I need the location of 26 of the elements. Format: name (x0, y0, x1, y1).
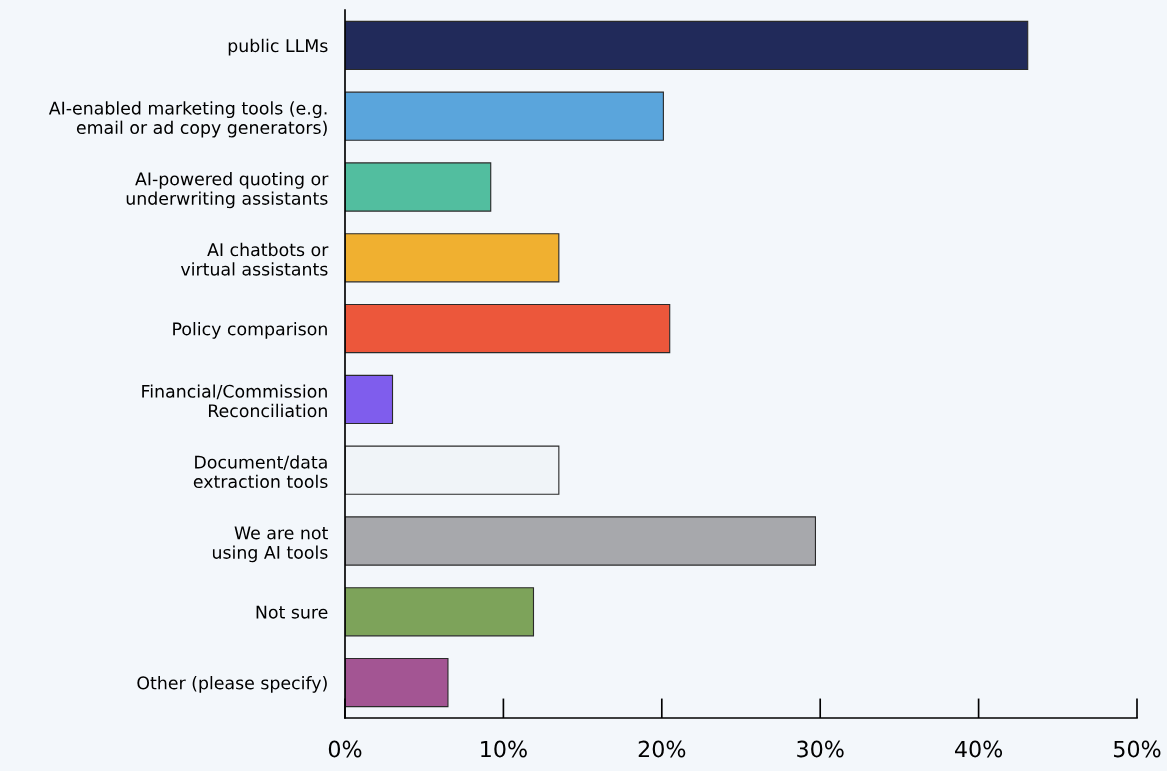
y-tick-label: Policy comparison (173, 322, 327, 339)
y-tick-label: AI-powered quoting or underwriting assistants (126, 172, 329, 209)
bar (345, 162, 492, 212)
bar (345, 91, 664, 141)
bar (345, 657, 449, 708)
x-tick-label: 10% (481, 740, 527, 758)
y-tick-label: Document/data extraction tools (193, 455, 328, 489)
y-tick-label: We are not using AI tools (212, 526, 328, 563)
x-tick-label: 30% (797, 740, 844, 758)
x-tick-label: 20% (638, 740, 686, 758)
x-tick-label: 50% (1114, 740, 1161, 758)
bar (345, 20, 1029, 71)
y-tick-label: AI-enabled marketing tools (e.g. email or ad copy generators) (48, 101, 327, 138)
bar (345, 516, 817, 566)
bar (345, 445, 560, 495)
bar (345, 374, 394, 425)
y-tick-label: public LLMs (228, 38, 328, 56)
y-tick-label: AI chatbots or virtual assistants (180, 242, 329, 276)
bar (345, 303, 671, 354)
x-tick-label: 40% (954, 740, 1003, 758)
x-tick-label: 0% (328, 740, 362, 758)
y-tick-label: Other (please specify) (137, 676, 327, 693)
bar (345, 587, 535, 637)
bar (345, 233, 560, 283)
y-tick-label: Not sure (256, 605, 328, 619)
y-tick-label: Financial/Commission Reconciliation (142, 384, 327, 418)
